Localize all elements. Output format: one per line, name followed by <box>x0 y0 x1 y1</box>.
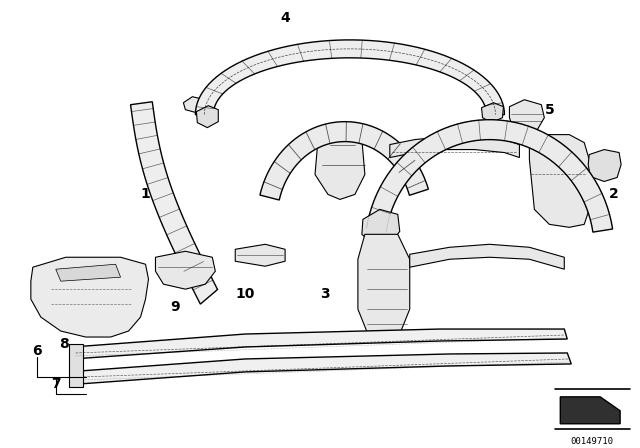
Polygon shape <box>588 150 621 181</box>
Polygon shape <box>184 97 209 113</box>
Text: 7: 7 <box>51 377 61 391</box>
Polygon shape <box>367 120 612 232</box>
Polygon shape <box>362 209 400 244</box>
Polygon shape <box>195 40 504 115</box>
Polygon shape <box>81 353 572 384</box>
Polygon shape <box>56 264 120 281</box>
Polygon shape <box>509 100 545 132</box>
Text: 1: 1 <box>141 187 150 202</box>
Polygon shape <box>31 257 148 337</box>
Polygon shape <box>156 251 215 289</box>
Polygon shape <box>260 122 428 200</box>
Polygon shape <box>410 244 564 269</box>
Polygon shape <box>529 134 589 227</box>
Text: 3: 3 <box>320 287 330 301</box>
Text: 4: 4 <box>280 11 290 25</box>
Polygon shape <box>390 137 520 158</box>
Polygon shape <box>358 234 410 341</box>
Text: 5: 5 <box>545 103 554 116</box>
Polygon shape <box>102 290 123 313</box>
Text: 10: 10 <box>236 287 255 301</box>
Polygon shape <box>73 329 567 359</box>
Text: 00149710: 00149710 <box>571 437 614 446</box>
Polygon shape <box>560 397 620 424</box>
Polygon shape <box>68 344 83 387</box>
Text: 2: 2 <box>609 187 619 202</box>
Polygon shape <box>315 129 365 199</box>
Polygon shape <box>196 106 218 128</box>
Text: 8: 8 <box>59 337 68 351</box>
Polygon shape <box>236 244 285 266</box>
Polygon shape <box>131 102 218 304</box>
Text: 6: 6 <box>32 344 42 358</box>
Polygon shape <box>481 103 504 123</box>
Text: 9: 9 <box>171 300 180 314</box>
